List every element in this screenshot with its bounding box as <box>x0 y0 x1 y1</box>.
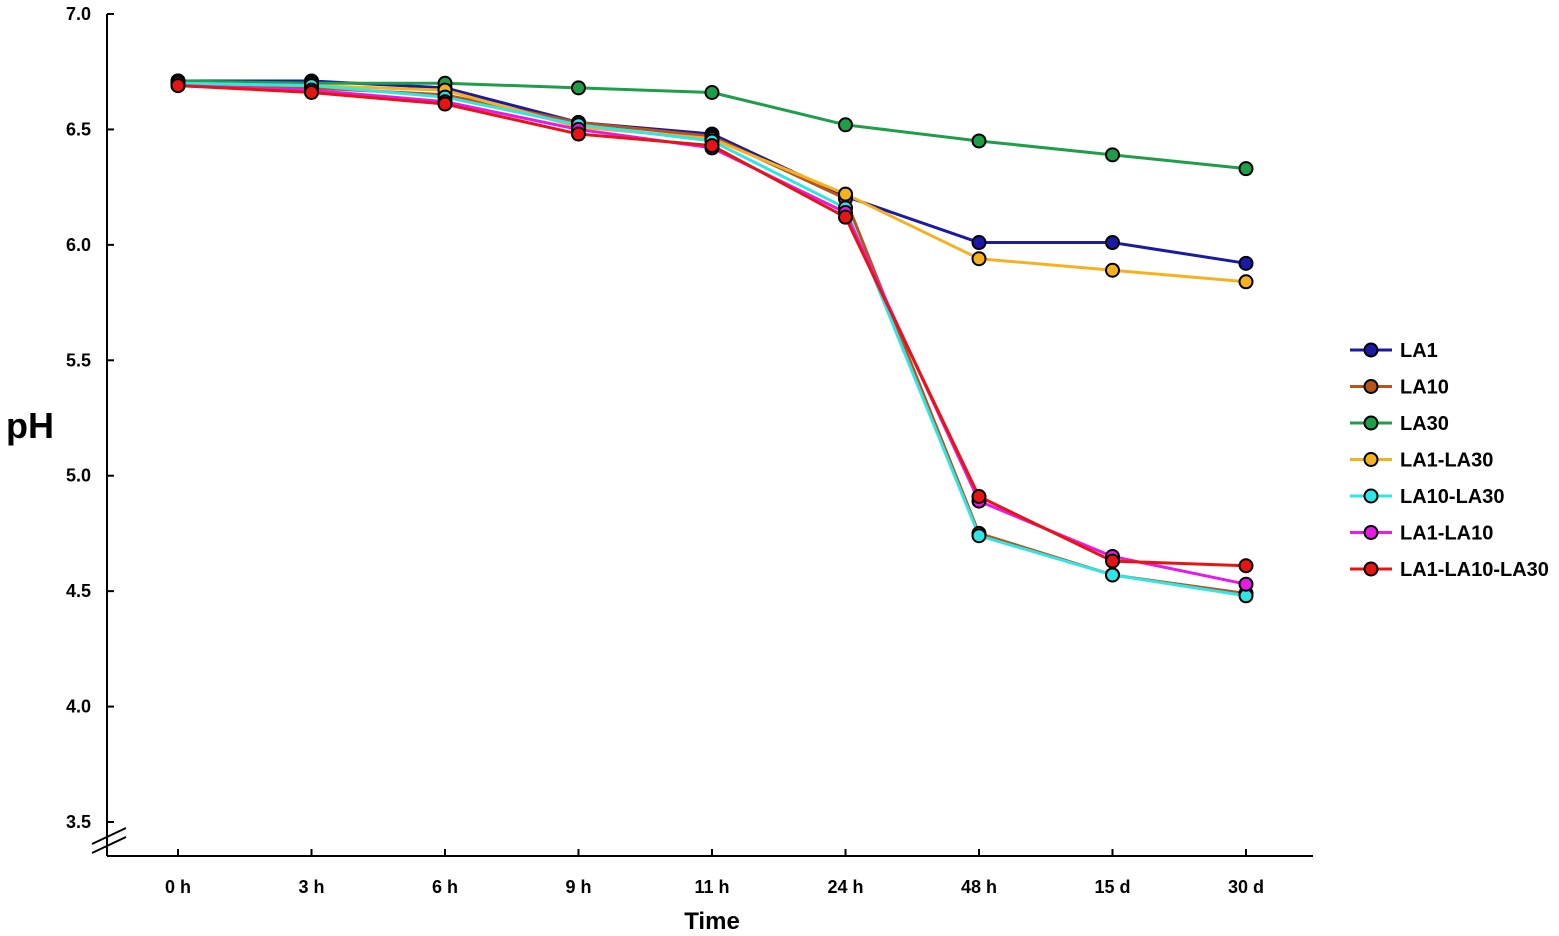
data-point <box>1238 576 1254 592</box>
data-point <box>571 126 586 142</box>
x-tick-label: 48 h <box>961 877 997 897</box>
y-tick-label: 7.0 <box>66 4 91 24</box>
x-tick-label: 3 h <box>298 877 324 897</box>
legend-marker <box>1363 561 1379 577</box>
axis-break-mark <box>91 836 127 854</box>
legend-label: LA30 <box>1400 413 1449 435</box>
axes: 3.5 4.0 4.5 5.0 5.5 6.0 6.5 7.0 0 h 3 h 6 h 9 h 11 h… <box>66 4 1313 897</box>
legend-marker <box>1363 488 1379 504</box>
data-point <box>304 84 319 100</box>
y-tick-label: 4.5 <box>66 581 91 601</box>
series-line <box>177 81 1247 284</box>
axis-break-mark <box>91 827 127 845</box>
legend-label: LA10 <box>1400 377 1449 399</box>
data-point <box>1238 558 1254 574</box>
x-tick-label: 30 d <box>1228 877 1264 897</box>
series-line <box>177 84 1247 568</box>
data-point <box>1238 161 1254 177</box>
x-tick-label: 24 h <box>827 877 863 897</box>
data-point <box>838 117 853 133</box>
data-point <box>971 133 987 149</box>
y-tick-label: 5.5 <box>66 350 91 370</box>
data-point <box>971 235 987 251</box>
data-point <box>1105 147 1120 163</box>
x-tick-label: 15 d <box>1094 877 1130 897</box>
data-point <box>704 84 720 100</box>
series-line <box>178 79 1247 265</box>
data-point <box>1105 567 1120 583</box>
data-point <box>704 138 720 154</box>
data-point <box>971 251 987 267</box>
x-axis-title: Time <box>684 908 740 935</box>
series-line <box>177 81 1247 598</box>
legend-label: LA1-LA30 <box>1400 450 1493 472</box>
data-point <box>1238 255 1254 271</box>
legend-label: LA1-LA10-LA30 <box>1400 559 1549 581</box>
y-axis-title: pH <box>6 405 54 446</box>
x-tick-label: 9 h <box>565 877 591 897</box>
legend-marker <box>1363 415 1379 431</box>
data-point <box>1105 235 1120 251</box>
x-tick-label: 0 h <box>165 877 191 897</box>
data-point <box>838 209 853 225</box>
series-layer <box>170 73 1254 604</box>
x-tick-label: 6 h <box>432 877 458 897</box>
y-tick-label: 6.5 <box>66 119 91 139</box>
y-tick-label: 4.0 <box>66 697 91 717</box>
legend-label: LA1-LA10 <box>1400 523 1493 545</box>
data-point <box>437 96 453 112</box>
data-point <box>1105 553 1120 569</box>
series-line <box>177 81 1247 595</box>
legend-marker <box>1363 342 1379 358</box>
legend-marker <box>1363 452 1379 467</box>
data-point <box>1105 262 1120 278</box>
series-line <box>177 84 1247 586</box>
data-point <box>971 528 987 544</box>
y-tick-label: 3.5 <box>66 812 91 832</box>
data-point <box>838 186 853 202</box>
data-point <box>571 80 586 96</box>
y-tick-label: 5.0 <box>66 466 91 486</box>
legend-marker <box>1363 525 1379 540</box>
legend-label: LA10-LA30 <box>1400 486 1504 508</box>
x-tick-label: 11 h <box>694 877 729 897</box>
legend-label: LA1 <box>1400 340 1438 362</box>
data-point <box>971 488 987 504</box>
legend: LA1 LA10 LA30 LA1-LA30 LA10-LA30 LA1-LA10 LA1-… <box>1350 340 1549 581</box>
data-point <box>170 78 186 94</box>
data-point <box>1238 274 1254 290</box>
y-tick-label: 6.0 <box>66 235 91 255</box>
legend-marker <box>1363 379 1379 394</box>
